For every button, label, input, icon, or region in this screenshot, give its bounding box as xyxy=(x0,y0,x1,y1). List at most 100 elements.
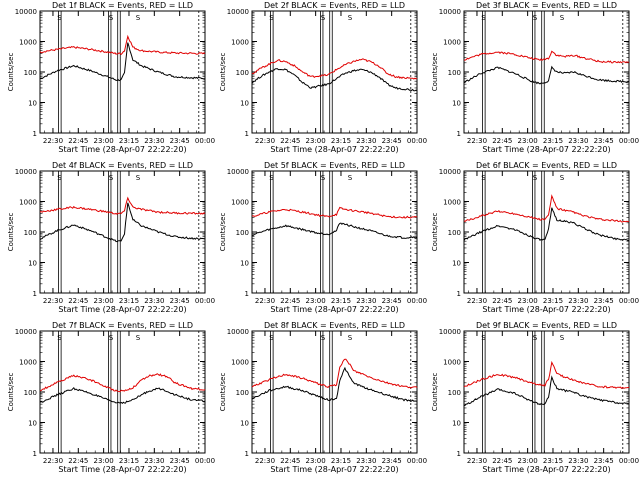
x-tick-label: 00:00 xyxy=(407,457,427,465)
s-marker: S xyxy=(269,334,274,342)
s-marker: S xyxy=(109,334,114,342)
s-marker: S xyxy=(481,14,486,22)
chart-panel-9: Det 9f BLACK = Events, RED = LLD 1 10 100 10… xyxy=(431,321,639,474)
y-tick-label: 10 xyxy=(452,420,461,428)
plot-frame xyxy=(39,10,206,134)
s-marker: S xyxy=(321,14,326,22)
plot-frame xyxy=(39,170,206,294)
y-tick-label: 10 xyxy=(452,260,461,268)
chart-title: Det 7f BLACK = Events, RED = LLD xyxy=(52,321,193,330)
y-tick-label: 10 xyxy=(28,100,37,108)
y-axis-label: Counts/sec xyxy=(219,373,227,412)
chart-panel-3: Det 3f BLACK = Events, RED = LLD 1 10 100 10… xyxy=(431,1,639,154)
s-marker: S xyxy=(481,334,486,342)
x-tick-label: 23:30 xyxy=(144,457,164,465)
chart-panel-7: Det 7f BLACK = Events, RED = LLD 1 10 100 10… xyxy=(7,321,215,474)
y-tick-label: 100 xyxy=(236,389,249,397)
plot-frame xyxy=(463,170,630,294)
series-line-lld xyxy=(463,50,630,64)
y-tick-label: 1000 xyxy=(19,359,37,367)
x-tick-label: 00:00 xyxy=(619,297,639,305)
x-tick-label: 23:45 xyxy=(170,137,190,145)
x-tick-label: 22:30 xyxy=(43,457,63,465)
x-tick-label: 00:00 xyxy=(195,137,215,145)
series-line-events xyxy=(39,202,206,243)
y-tick-label: 10000 xyxy=(439,328,461,336)
y-tick-label: 10000 xyxy=(227,8,249,16)
x-tick-label: 23:30 xyxy=(356,297,376,305)
y-tick-label: 10 xyxy=(28,420,37,428)
y-tick-label: 1 xyxy=(33,130,37,138)
x-axis-label: Start Time (28-Apr-07 22:22:20) xyxy=(58,145,186,154)
x-tick-label: 23:15 xyxy=(119,457,139,465)
x-tick-label: 23:45 xyxy=(170,457,190,465)
series-line-events xyxy=(39,387,206,404)
x-tick-label: 22:45 xyxy=(280,297,300,305)
y-tick-label: 10000 xyxy=(439,8,461,16)
s-marker: S xyxy=(560,14,565,22)
x-tick-label: 23:45 xyxy=(382,137,402,145)
y-tick-label: 100 xyxy=(448,389,461,397)
x-axis-label: Start Time (28-Apr-07 22:22:20) xyxy=(482,305,610,314)
chart-panel-1: Det 1f BLACK = Events, RED = LLD 1 10 100 10… xyxy=(7,1,215,154)
s-marker: S xyxy=(57,174,62,182)
y-tick-label: 100 xyxy=(24,69,37,77)
x-tick-label: 23:00 xyxy=(518,137,538,145)
x-tick-label: 23:15 xyxy=(543,137,563,145)
chart-title: Det 6f BLACK = Events, RED = LLD xyxy=(476,161,617,170)
y-axis-label: Counts/sec xyxy=(7,53,15,92)
x-axis-label: Start Time (28-Apr-07 22:22:20) xyxy=(58,465,186,474)
y-tick-label: 1 xyxy=(33,290,37,298)
y-axis-label: Counts/sec xyxy=(431,53,439,92)
s-marker: S xyxy=(136,174,141,182)
series-line-lld xyxy=(39,34,206,56)
chart-panel-6: Det 6f BLACK = Events, RED = LLD 1 10 100 10… xyxy=(431,161,639,314)
x-tick-label: 23:15 xyxy=(331,297,351,305)
y-tick-label: 1000 xyxy=(19,39,37,47)
x-tick-label: 22:45 xyxy=(68,297,88,305)
x-axis-label: Start Time (28-Apr-07 22:22:20) xyxy=(482,465,610,474)
y-tick-label: 10 xyxy=(240,100,249,108)
s-marker: S xyxy=(136,14,141,22)
x-tick-label: 22:30 xyxy=(467,457,487,465)
y-axis-label: Counts/sec xyxy=(431,373,439,412)
s-marker: S xyxy=(560,334,565,342)
x-tick-label: 23:15 xyxy=(543,457,563,465)
series-line-lld xyxy=(39,373,206,393)
y-axis-label: Counts/sec xyxy=(219,53,227,92)
y-tick-label: 1000 xyxy=(443,39,461,47)
x-tick-label: 22:45 xyxy=(280,457,300,465)
y-tick-label: 1 xyxy=(33,450,37,458)
x-tick-label: 23:00 xyxy=(94,297,114,305)
x-tick-label: 23:15 xyxy=(119,137,139,145)
y-tick-label: 10000 xyxy=(15,8,37,16)
y-tick-label: 10000 xyxy=(227,328,249,336)
x-tick-label: 23:15 xyxy=(331,457,351,465)
series-line-events xyxy=(251,366,418,402)
series-line-lld xyxy=(39,196,206,215)
y-tick-label: 1 xyxy=(245,450,249,458)
chart-title: Det 4f BLACK = Events, RED = LLD xyxy=(52,161,193,170)
s-marker: S xyxy=(321,174,326,182)
chart-panel-8: Det 8f BLACK = Events, RED = LLD 1 10 100 10… xyxy=(219,321,427,474)
x-tick-label: 23:30 xyxy=(144,137,164,145)
y-tick-label: 1000 xyxy=(231,359,249,367)
x-tick-label: 23:00 xyxy=(518,457,538,465)
y-axis-label: Counts/sec xyxy=(7,213,15,252)
x-tick-label: 23:30 xyxy=(144,297,164,305)
plot-frame xyxy=(463,330,630,454)
y-axis-label: Counts/sec xyxy=(219,213,227,252)
y-tick-label: 100 xyxy=(448,69,461,77)
x-tick-label: 23:45 xyxy=(594,137,614,145)
s-marker: S xyxy=(560,174,565,182)
series-line-lld xyxy=(463,360,630,390)
x-tick-label: 23:00 xyxy=(306,457,326,465)
chart-title: Det 8f BLACK = Events, RED = LLD xyxy=(264,321,405,330)
y-tick-label: 1000 xyxy=(231,39,249,47)
y-tick-label: 1000 xyxy=(443,199,461,207)
y-tick-label: 1 xyxy=(457,290,461,298)
x-tick-label: 23:30 xyxy=(568,137,588,145)
x-tick-label: 00:00 xyxy=(619,137,639,145)
y-tick-label: 10000 xyxy=(439,168,461,176)
x-tick-label: 22:45 xyxy=(280,137,300,145)
